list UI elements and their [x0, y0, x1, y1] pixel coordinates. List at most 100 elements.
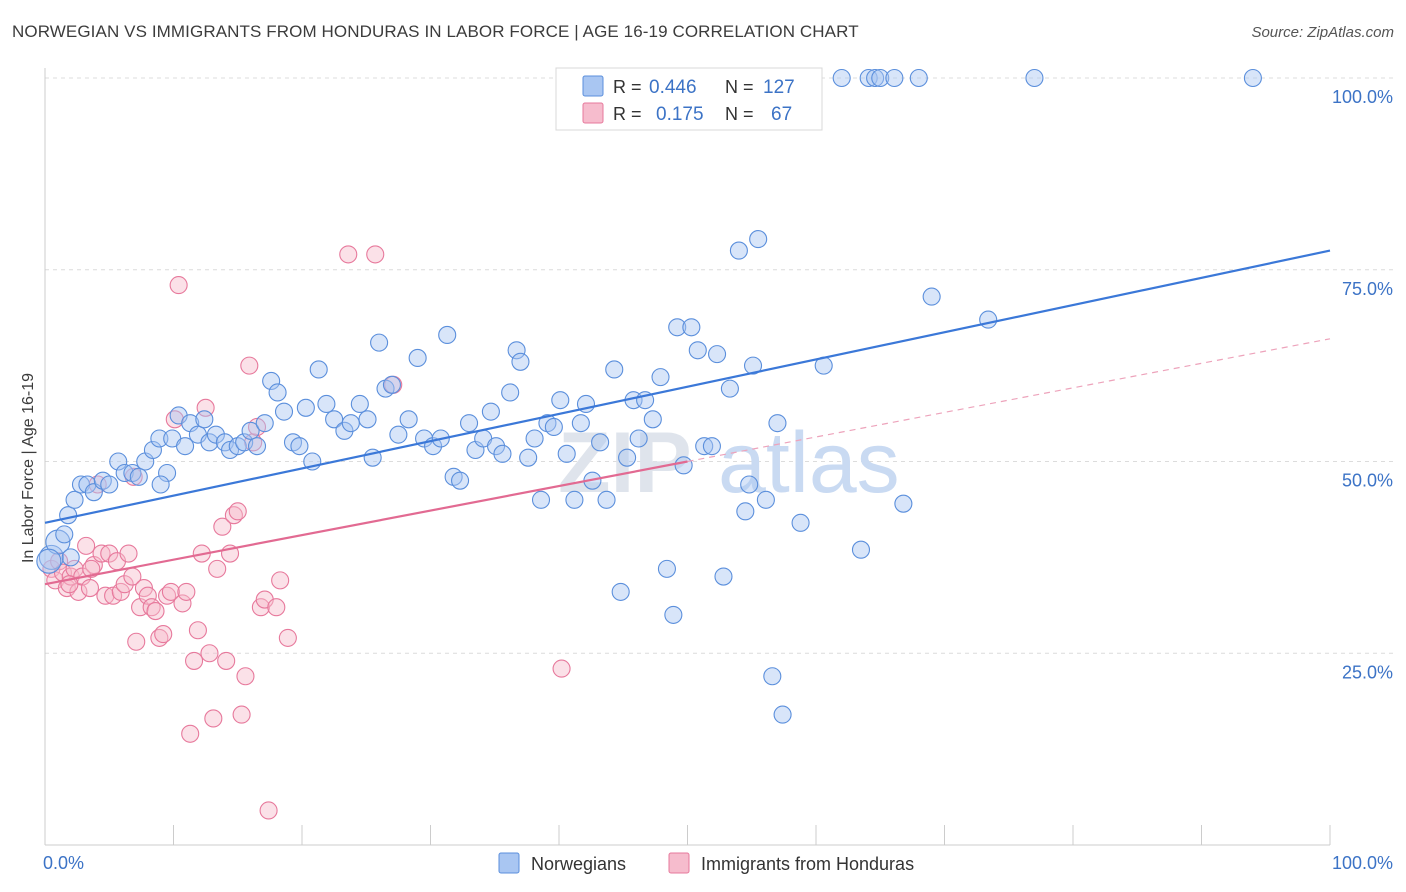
norwegian-point-116: [885, 68, 904, 88]
norwegian-point-82: [605, 360, 624, 379]
norwegian-point-41: [317, 394, 336, 414]
norwegian-point-126: [151, 475, 170, 494]
x-tick-label-0: 0.0%: [43, 853, 84, 873]
honduras-point-27: [146, 602, 165, 621]
norwegian-point-119: [922, 287, 941, 306]
norwegian-point-71: [531, 490, 551, 509]
norwegian-point-123: [851, 540, 871, 559]
norwegian-point-64: [486, 437, 506, 456]
norwegian-point-45: [350, 394, 369, 414]
norwegian-point-110: [791, 513, 810, 532]
x-tick-label-100: 100.0%: [1332, 853, 1393, 873]
norwegian-point-90: [657, 559, 676, 578]
honduras-point-50: [236, 667, 255, 686]
norwegian-point-103: [740, 475, 759, 494]
honduras-point-44: [213, 517, 232, 536]
norwegian-point-93: [674, 456, 693, 475]
norwegian-point-44: [341, 414, 360, 433]
norwegian-point-112: [832, 68, 851, 88]
legend-n-label-2: N =: [725, 104, 754, 124]
legend-n-value-2: 67: [771, 104, 792, 125]
norwegian-point-121: [1025, 68, 1044, 88]
bottom-legend-label-norwegians: Norwegians: [531, 854, 626, 874]
norwegian-point-23: [195, 410, 214, 429]
norwegian-point-38: [296, 398, 315, 417]
honduras-point-22: [127, 632, 146, 651]
bottom-legend-swatch-pink: [668, 852, 690, 874]
honduras-point-25: [138, 586, 157, 605]
honduras-point-13: [92, 544, 111, 563]
norwegian-point-9: [100, 475, 119, 494]
legend-r-label-1: R =: [613, 77, 642, 97]
watermark-zip: ZIP: [558, 415, 692, 511]
honduras-point-9: [77, 536, 96, 555]
norwegian-point-31: [247, 437, 267, 456]
bottom-legend: Norwegians Immigrants from Honduras: [498, 852, 914, 874]
norwegian-point-60: [459, 414, 479, 433]
norwegian-point-84: [618, 448, 637, 467]
norwegian-point-68: [511, 352, 530, 371]
norwegian-point-33: [262, 371, 281, 391]
norwegian-point-124: [36, 548, 62, 574]
norwegian-point-15: [143, 440, 162, 460]
norwegian-point-6: [78, 475, 97, 494]
honduras-point-29: [154, 625, 173, 644]
source-label: Source: ZipAtlas.com: [1251, 24, 1394, 41]
norwegian-point-17: [158, 463, 177, 483]
honduras-point-35: [177, 582, 196, 601]
norwegian-point-50: [382, 375, 402, 394]
norwegian-point-125: [61, 548, 80, 567]
top-legend: R = 0.446 N = 127 R = 0.175 N = 67: [555, 67, 823, 131]
norwegian-point-48: [370, 333, 389, 352]
honduras-point-43: [208, 559, 227, 578]
honduras-point-20: [119, 544, 138, 563]
honduras-point-14: [96, 586, 115, 605]
honduras-point-37: [185, 651, 204, 670]
honduras-point-15: [100, 544, 119, 563]
norwegian-point-101: [729, 241, 748, 260]
norwegian-point-30: [241, 421, 260, 440]
norwegian-point-52: [399, 410, 418, 429]
norwegian-point-117: [894, 494, 913, 513]
norwegian-point-43: [335, 421, 354, 440]
y-axis-label: In Labor Force | Age 16-19: [20, 373, 37, 563]
norwegian-point-11: [115, 463, 134, 483]
norwegian-point-13: [129, 467, 148, 486]
norwegian-point-102: [736, 502, 755, 521]
legend-swatch-blue: [582, 75, 604, 97]
norwegian-point-89: [651, 368, 670, 387]
norwegian-point-120: [979, 310, 998, 329]
honduras-point-65: [82, 559, 101, 578]
norwegian-point-94: [682, 318, 701, 337]
axes: [44, 68, 1331, 846]
norwegian-point-70: [525, 429, 544, 448]
trend-lines: [44, 249, 1331, 586]
norwegian-point-42: [325, 410, 344, 429]
honduras-point-48: [228, 502, 247, 521]
y-tick-label-25: 25.0%: [1342, 662, 1393, 682]
honduras-point-63: [552, 659, 571, 678]
legend-r-label-2: R =: [613, 104, 642, 124]
norwegian-point-65: [493, 444, 512, 463]
honduras-point-42: [204, 709, 223, 728]
norwegian-point-106: [756, 490, 775, 509]
norwegian-point-118: [909, 68, 928, 88]
norwegian-point-10: [109, 452, 128, 471]
tick-labels: 100.0% 75.0% 50.0% 25.0% 0.0% 100.0%: [43, 87, 1393, 873]
norwegian-point-4: [65, 490, 84, 509]
y-tick-label-50: 50.0%: [1342, 471, 1393, 491]
honduras-point-31: [161, 582, 180, 601]
norwegian-point-97: [702, 437, 721, 456]
norwegian-point-100: [720, 379, 739, 398]
bottom-legend-swatch-blue: [498, 852, 520, 874]
norwegian-point-109: [773, 705, 792, 724]
norwegian-point-66: [501, 383, 520, 402]
norwegian-point-99: [714, 567, 733, 586]
norwegian-points: [36, 68, 1262, 724]
norwegian-point-108: [768, 414, 787, 433]
legend-r-value-1: 0.446: [649, 77, 697, 98]
honduras-point-41: [200, 644, 219, 663]
norwegian-point-46: [358, 410, 377, 429]
norwegian-point-114: [866, 68, 885, 88]
norwegian-point-81: [597, 490, 616, 509]
